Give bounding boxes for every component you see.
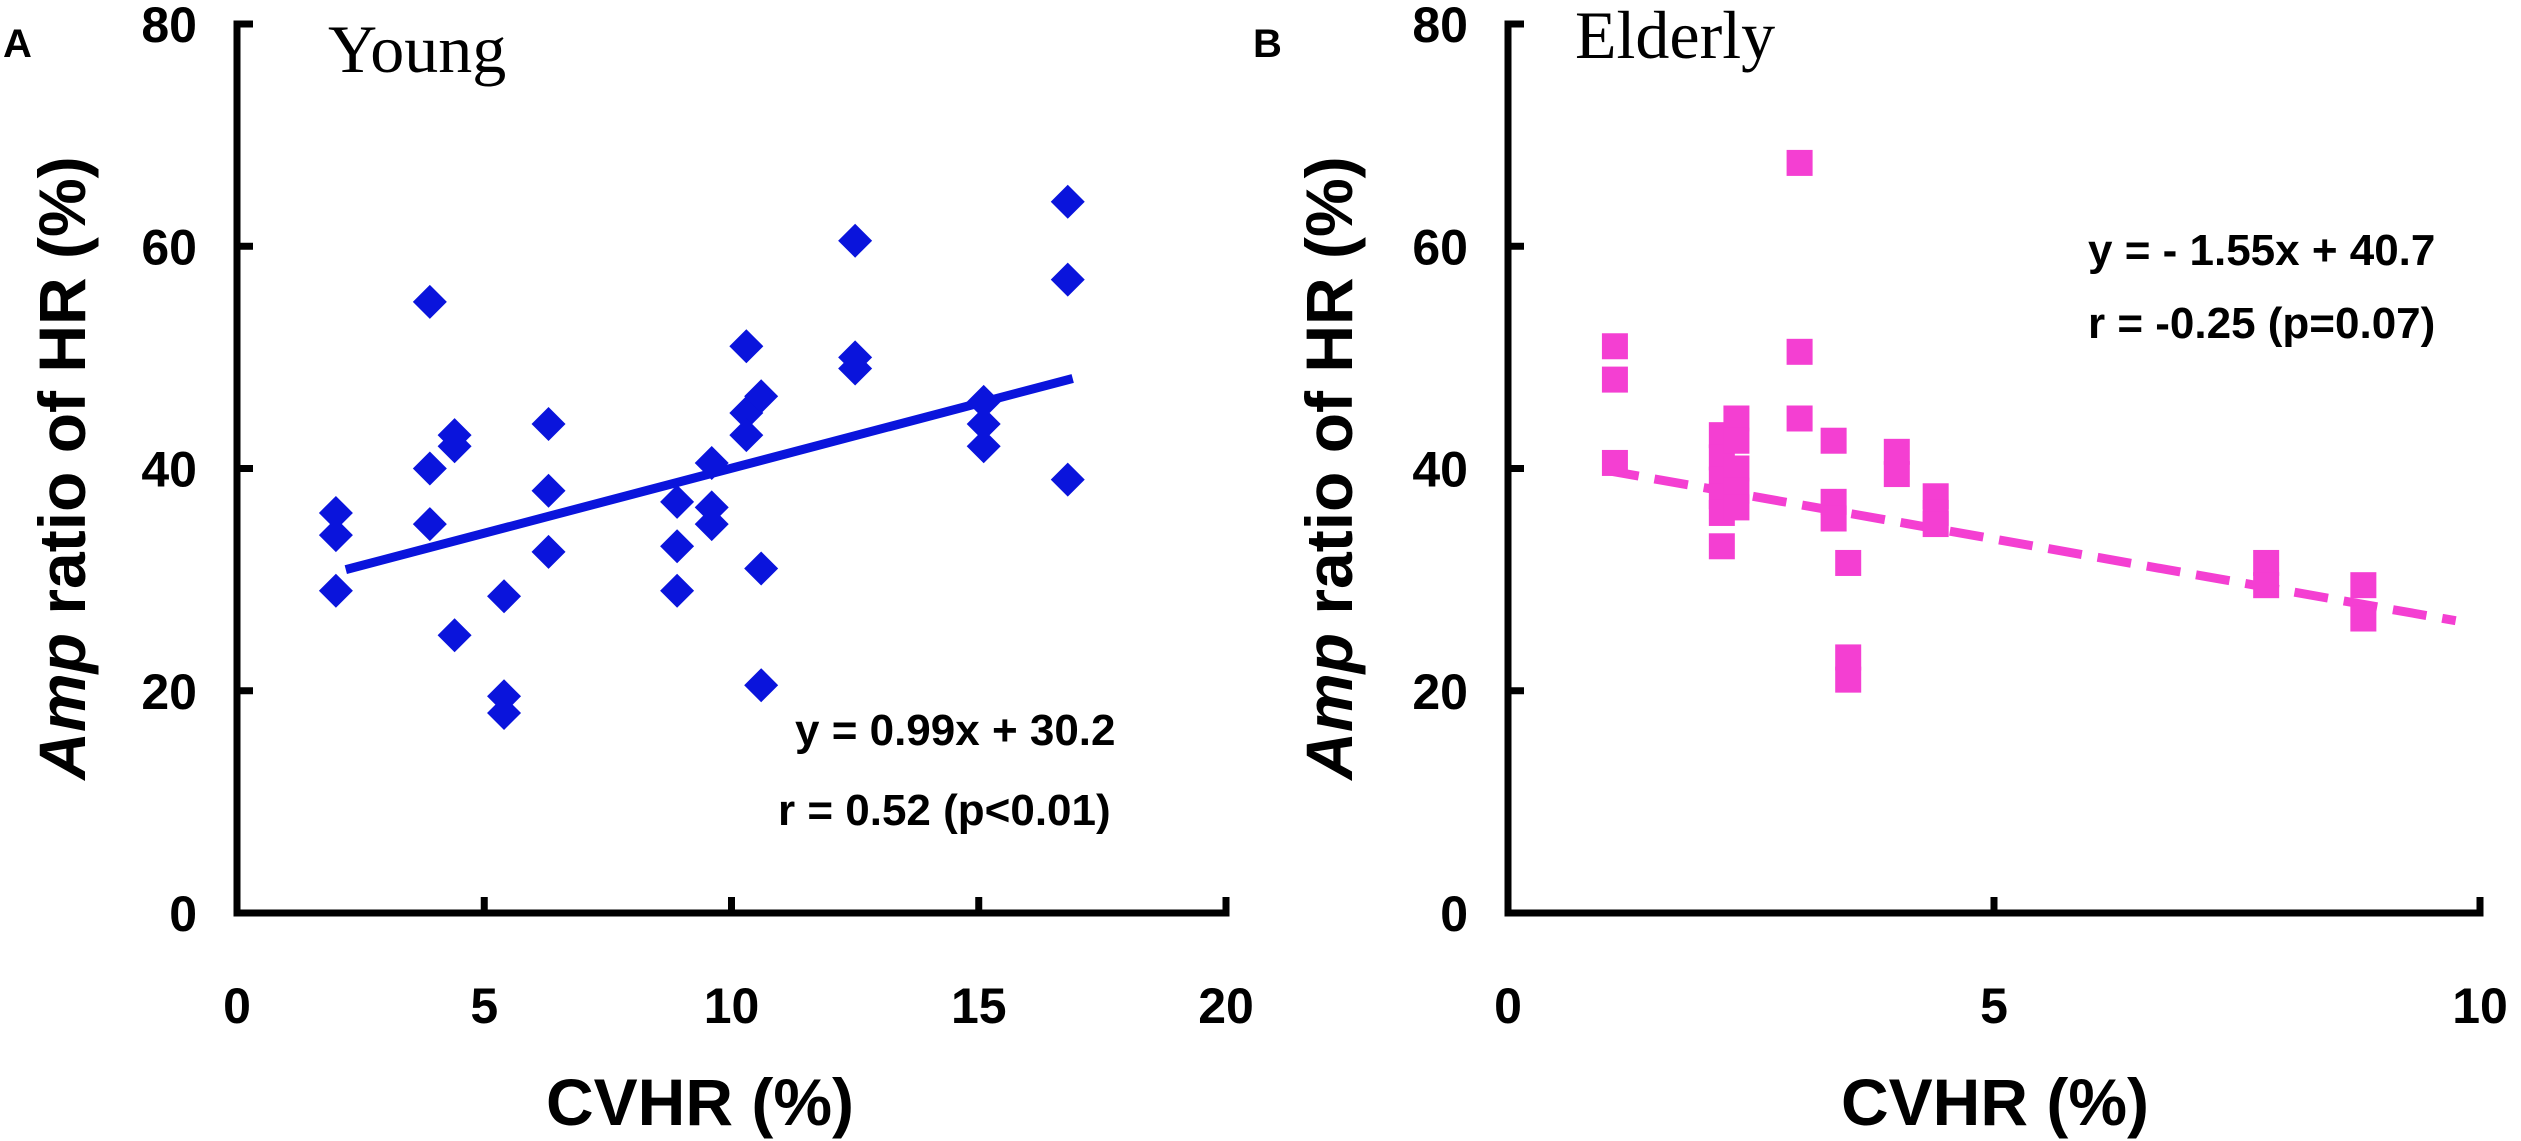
point-a-7 [437, 429, 472, 464]
y-tick-label-b-80: 80 [1412, 0, 1468, 53]
ticks-a: 0 20 40 60 80 0 5 10 15 20 [141, 0, 1253, 1034]
point-b-11 [1723, 455, 1750, 482]
x-tick-label-b-10: 10 [2452, 978, 2508, 1034]
point-a-8 [437, 618, 472, 653]
panel-title-elderly: Elderly [1575, 0, 1775, 73]
point-b-9 [1723, 405, 1750, 432]
y-axis-title-a: Amp ratio of HR (%) [25, 156, 99, 781]
point-a-14 [531, 534, 566, 569]
point-a-11 [487, 695, 522, 730]
equation-b: y = - 1.55x + 40.7 [2088, 226, 2435, 275]
y-tick-label-b-60: 60 [1412, 219, 1468, 275]
y-axis-title-a-italic: Amp [25, 633, 99, 782]
point-a-17 [660, 573, 695, 608]
point-a-12 [531, 407, 566, 442]
point-b-0 [1601, 333, 1628, 360]
point-b-8 [1708, 533, 1735, 560]
y-tick-label-b-0: 0 [1440, 886, 1468, 942]
point-b-2 [1601, 449, 1628, 476]
x-axis-title-a: CVHR (%) [546, 1065, 854, 1139]
y-axis-title-a-rest: ratio of HR (%) [25, 156, 99, 633]
x-tick-label-b-5: 5 [1980, 978, 2008, 1034]
point-a-16 [660, 529, 695, 564]
point-a-9 [487, 579, 522, 614]
x-tick-label-a-10: 10 [704, 978, 760, 1034]
point-b-14 [1786, 149, 1813, 176]
panel-label-a: A [3, 22, 32, 66]
point-b-24 [1883, 461, 1910, 488]
point-b-15 [1786, 338, 1813, 365]
point-a-27 [838, 223, 873, 258]
y-axis-title-b-italic: Amp [1292, 633, 1366, 782]
point-b-28 [2253, 549, 2280, 576]
point-b-13 [1723, 494, 1750, 521]
point-a-34 [1050, 262, 1085, 297]
point-b-10 [1723, 427, 1750, 454]
point-a-30 [966, 384, 1001, 419]
points-group-b [1601, 149, 2377, 693]
point-b-21 [1835, 644, 1862, 671]
y-tick-label-a-60: 60 [141, 219, 197, 275]
point-a-20 [694, 507, 729, 542]
y-axis-title-b: Amp ratio of HR (%) [1292, 156, 1366, 781]
ticks-b: 0 20 40 60 80 0 5 10 [1412, 0, 2507, 1034]
x-tick-label-a-0: 0 [223, 978, 251, 1034]
panel-young: A Young 0 20 40 60 80 0 5 10 15 20 Amp ratio of H… [3, 0, 1254, 1139]
panel-title-young: Young [328, 11, 506, 87]
point-a-31 [966, 407, 1001, 442]
point-a-21 [729, 329, 764, 364]
point-b-23 [1883, 438, 1910, 465]
correlation-b: r = -0.25 (p=0.07) [2088, 299, 2435, 348]
point-a-29 [838, 351, 873, 386]
point-b-31 [2350, 605, 2377, 632]
fit-line-b [1604, 465, 2457, 626]
point-a-15 [660, 484, 695, 519]
point-a-3 [412, 284, 447, 319]
point-b-22 [1835, 666, 1862, 693]
point-b-19 [1820, 505, 1847, 532]
equation-a: y = 0.99x + 30.2 [795, 706, 1116, 755]
y-tick-label-a-20: 20 [141, 664, 197, 720]
y-axis-title-b-rest: ratio of HR (%) [1292, 156, 1366, 633]
point-a-0 [318, 495, 353, 530]
point-a-1 [318, 518, 353, 553]
fit-line-group-b [1604, 465, 2457, 626]
y-tick-label-b-40: 40 [1412, 442, 1468, 498]
x-tick-label-b-0: 0 [1494, 978, 1522, 1034]
point-a-25 [744, 551, 779, 586]
point-a-4 [412, 451, 447, 486]
point-a-18 [694, 445, 729, 480]
point-b-29 [2253, 572, 2280, 599]
point-a-24 [744, 379, 779, 414]
point-b-30 [2350, 572, 2377, 599]
x-tick-label-a-15: 15 [951, 978, 1007, 1034]
x-axis-title-b: CVHR (%) [1841, 1065, 2149, 1139]
y-tick-label-a-0: 0 [169, 886, 197, 942]
point-b-16 [1786, 405, 1813, 432]
point-a-32 [966, 429, 1001, 464]
point-b-20 [1835, 549, 1862, 576]
point-b-27 [1922, 511, 1949, 538]
panel-label-b: B [1253, 22, 1282, 66]
x-tick-label-a-5: 5 [470, 978, 498, 1034]
point-b-17 [1820, 427, 1847, 454]
point-b-1 [1601, 366, 1628, 393]
point-a-2 [318, 573, 353, 608]
point-a-23 [729, 418, 764, 453]
points-group-a [318, 184, 1085, 730]
point-a-5 [412, 507, 447, 542]
point-a-35 [1050, 462, 1085, 497]
correlation-a: r = 0.52 (p<0.01) [778, 786, 1111, 835]
point-a-33 [1050, 184, 1085, 219]
y-tick-label-a-40: 40 [141, 442, 197, 498]
panel-elderly: B Elderly 0 20 40 60 80 0 5 10 Amp ratio of HR … [1253, 0, 2508, 1139]
x-tick-label-a-20: 20 [1198, 978, 1254, 1034]
y-tick-label-b-20: 20 [1412, 664, 1468, 720]
point-a-13 [531, 473, 566, 508]
y-tick-label-a-80: 80 [141, 0, 197, 53]
point-a-26 [744, 668, 779, 703]
